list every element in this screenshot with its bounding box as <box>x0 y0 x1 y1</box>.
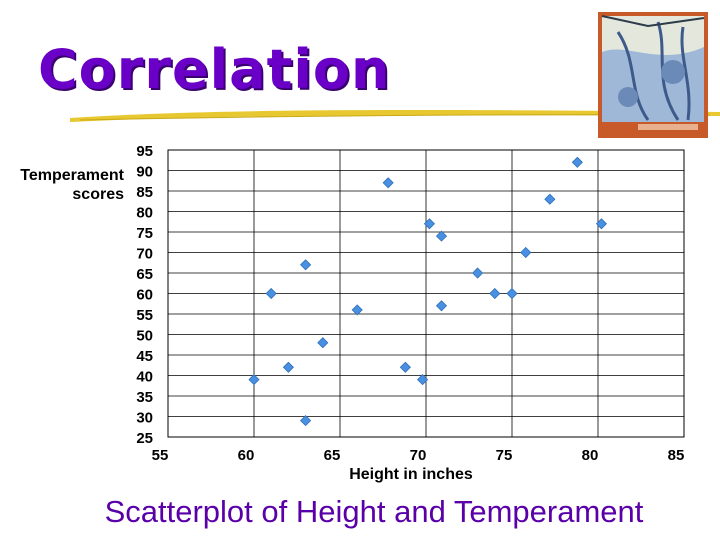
x-tick-label: 85 <box>668 447 685 464</box>
data-point <box>282 361 294 373</box>
data-point <box>248 374 260 386</box>
book-cover-image <box>598 12 708 138</box>
data-point <box>416 374 429 386</box>
data-point <box>506 287 518 300</box>
y-tick-label: 30 <box>136 410 153 427</box>
data-point <box>595 218 608 230</box>
y-tick-label: 75 <box>136 225 153 242</box>
y-tick-label: 60 <box>136 287 153 304</box>
y-tick-label: 95 <box>136 143 153 160</box>
data-point <box>520 246 532 259</box>
y-axis-label: Temperament scores <box>20 167 124 203</box>
y-tick-label: 25 <box>136 430 153 447</box>
y-tick-label: 85 <box>136 184 153 201</box>
y-tick-label: 55 <box>136 307 153 324</box>
data-point <box>399 361 411 373</box>
data-point <box>382 177 394 189</box>
x-tick-label: 60 <box>238 447 255 464</box>
y-tick-label: 35 <box>136 389 153 406</box>
data-point <box>300 415 312 427</box>
y-tick-label: 90 <box>136 164 153 181</box>
y-tick-label: 65 <box>136 266 153 283</box>
data-point <box>489 287 501 300</box>
x-tick-label: 65 <box>324 447 341 464</box>
data-point <box>544 193 556 205</box>
data-point <box>423 218 436 230</box>
data-point <box>317 337 329 349</box>
x-tick-label: 75 <box>496 447 513 464</box>
slide-caption: Scatterplot of Height and Temperament <box>104 494 644 529</box>
y-tick-label: 45 <box>136 348 153 365</box>
x-tick-label: 55 <box>152 447 169 464</box>
data-point <box>265 287 277 300</box>
data-point <box>300 259 312 271</box>
data-point <box>435 300 448 312</box>
data-point <box>435 230 448 242</box>
slide-title: Correlation <box>38 38 391 101</box>
y-tick-label: 40 <box>136 369 153 386</box>
y-tick-label: 70 <box>136 246 153 263</box>
data-point <box>472 267 484 279</box>
data-point <box>571 156 583 168</box>
y-tick-label: 80 <box>136 205 153 222</box>
x-tick-label: 70 <box>410 447 427 464</box>
data-point <box>351 304 363 316</box>
y-tick-label: 50 <box>136 328 153 345</box>
x-axis-label: Height in inches <box>349 466 473 483</box>
x-tick-label: 80 <box>582 447 599 464</box>
